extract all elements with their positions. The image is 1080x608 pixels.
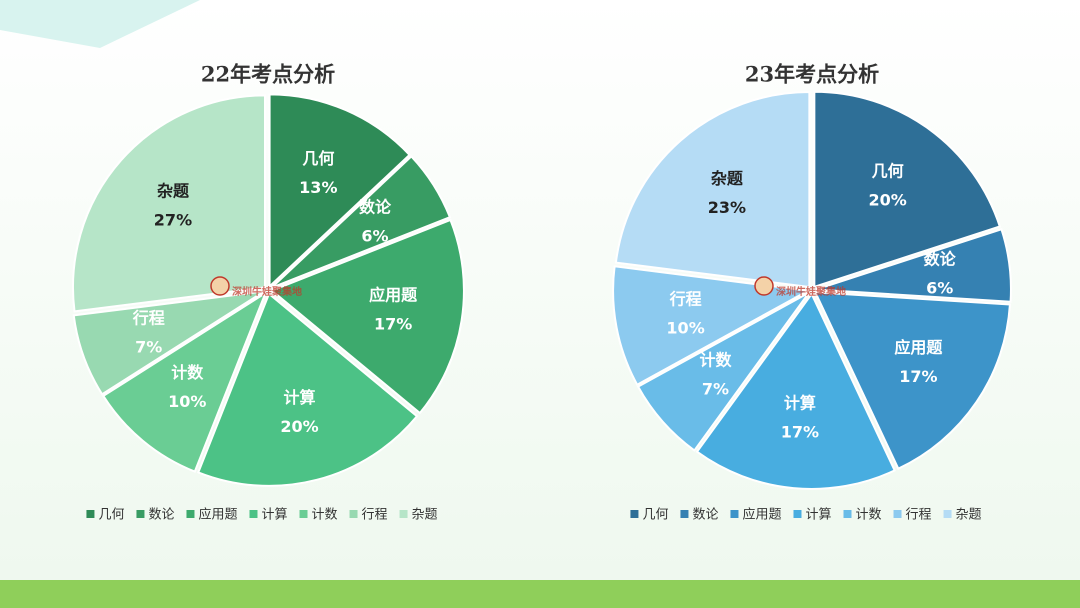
- legend-label: 杂题: [956, 508, 982, 523]
- legend-swatch: [843, 510, 852, 518]
- slice-category: 应用题: [894, 338, 943, 357]
- legend-swatch: [943, 510, 952, 518]
- pie-slice: [72, 94, 266, 313]
- pie-slice: [101, 290, 268, 473]
- watermark-icon: [754, 276, 774, 296]
- chart-title: 23年考点分析: [745, 62, 879, 87]
- pie-slice: [72, 290, 265, 396]
- pie-slice: [270, 155, 452, 289]
- legend-label: 几何: [642, 507, 668, 523]
- slice-category: 杂题: [157, 182, 190, 201]
- slice-category: 计数: [699, 351, 732, 370]
- slice-value-label: 10%: [168, 392, 206, 411]
- watermark-icon: [210, 276, 230, 296]
- slice-value-label: 7%: [135, 337, 162, 356]
- slice-value-label: 13%: [299, 178, 337, 197]
- pie-slice: [636, 291, 810, 452]
- legend-swatch: [249, 510, 258, 518]
- slice-value-label: 17%: [374, 314, 412, 333]
- pie-slice: [270, 218, 465, 415]
- watermark: 深圳牛娃聚集地: [232, 285, 302, 298]
- slice-category: 数论: [924, 249, 957, 268]
- legend-label: 行程: [906, 508, 932, 523]
- bottom-band: [0, 580, 1080, 608]
- slice-value-label: 27%: [154, 211, 192, 230]
- legend-label: 应用题: [742, 507, 781, 523]
- slice-category: 杂题: [711, 169, 744, 188]
- slice-category: 计算: [784, 394, 816, 413]
- legend: 几何 数论 应用题 计算 计数 行程 杂题: [630, 507, 982, 523]
- slice-value-label: 17%: [781, 423, 819, 442]
- legend-label: 数论: [692, 508, 718, 523]
- legend-swatch: [299, 510, 308, 518]
- legend-label: 计算: [261, 508, 287, 523]
- watermark: 深圳牛娃聚集地: [776, 285, 846, 298]
- slice-value-label: 20%: [280, 417, 318, 436]
- pie-slice: [815, 227, 1012, 303]
- slice-category: 计算: [284, 388, 316, 407]
- slice-category: 几何: [302, 149, 334, 168]
- slice-value-label: 6%: [926, 278, 953, 297]
- slice-value-label: 7%: [702, 380, 729, 399]
- legend-swatch: [893, 510, 902, 518]
- slice-category: 计数: [171, 363, 204, 382]
- slice-value-label: 6%: [361, 227, 388, 246]
- legend-label: 几何: [98, 507, 124, 523]
- legend-swatch: [793, 510, 802, 518]
- slice-category: 应用题: [369, 285, 418, 304]
- slice-category: 行程: [132, 308, 165, 327]
- pie-slice: [813, 291, 1011, 471]
- pie-slice: [614, 90, 811, 289]
- slice-category: 行程: [669, 290, 702, 309]
- pie-slice: [695, 292, 896, 490]
- slice-value-label: 23%: [708, 198, 746, 217]
- chart-title: 22年考点分析: [201, 62, 335, 87]
- legend-label: 应用题: [198, 507, 237, 523]
- legend-swatch: [349, 510, 358, 518]
- slice-value-label: 20%: [868, 190, 906, 209]
- slice-value-label: 10%: [666, 319, 704, 338]
- slice-category: 几何: [872, 161, 904, 180]
- pie-slice: [813, 90, 1002, 289]
- legend-label: 计数: [856, 508, 882, 523]
- slice-value-label: 17%: [899, 367, 937, 386]
- legend: 几何 数论 应用题 计算 计数 行程 杂题: [86, 507, 438, 523]
- legend-label: 计数: [312, 508, 338, 523]
- legend-label: 数论: [148, 508, 174, 523]
- legend-swatch: [630, 510, 639, 518]
- legend-swatch: [186, 510, 195, 518]
- slice-category: 数论: [359, 198, 392, 217]
- legend-label: 杂题: [412, 508, 438, 523]
- legend-label: 计算: [805, 508, 831, 523]
- legend-swatch: [399, 510, 408, 518]
- legend-swatch: [136, 510, 145, 518]
- legend-label: 行程: [362, 508, 388, 523]
- legend-swatch: [730, 510, 739, 518]
- pie-slice: [612, 265, 812, 387]
- legend-swatch: [680, 510, 689, 518]
- pie-slice: [197, 292, 419, 487]
- pie-slice: [268, 93, 411, 289]
- decor-triangle: [0, 0, 200, 48]
- legend-swatch: [86, 510, 95, 518]
